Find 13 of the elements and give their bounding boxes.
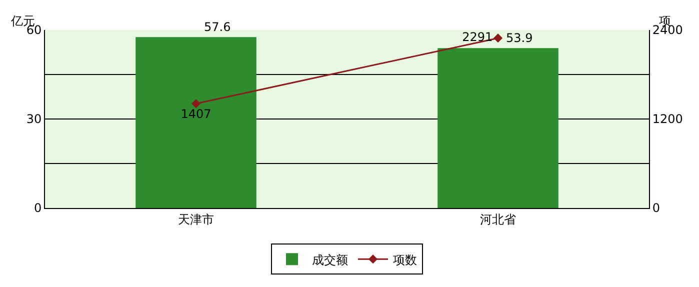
data-label: 1407 [180, 107, 212, 122]
y-tick-label: 0 [34, 201, 42, 216]
data-label: 57.6 [204, 20, 231, 34]
legend-label: 项数 [393, 252, 417, 267]
x-tick-label: 河北省 [480, 212, 516, 226]
data-label: 2291 [462, 30, 493, 44]
x-tick-label: 天津市 [178, 212, 214, 226]
data-label: 53.9 [506, 31, 533, 45]
y2-tick-label: 1200 [652, 112, 683, 126]
legend-label: 成交额 [312, 252, 348, 267]
y2-tick-label: 0 [652, 201, 660, 216]
y-tick-label: 30 [26, 112, 42, 126]
y-axis-title: 亿元 [10, 14, 35, 28]
